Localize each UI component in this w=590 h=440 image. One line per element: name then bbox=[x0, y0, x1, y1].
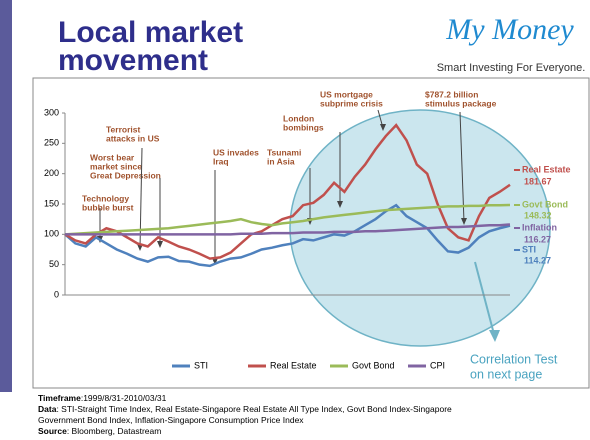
series-line bbox=[64, 203, 511, 268]
legend-label: STI bbox=[194, 360, 208, 370]
annotation-arrowhead bbox=[380, 124, 386, 131]
footer-line: Source: Bloomberg, Datastream bbox=[38, 426, 452, 437]
legend-label: Govt Bond bbox=[352, 360, 395, 370]
note: Correlation Test bbox=[470, 352, 558, 366]
annotation-arrowhead bbox=[212, 258, 218, 265]
annotation: subprime crisis bbox=[320, 98, 383, 108]
footer-key: Timeframe bbox=[38, 393, 81, 403]
footer-text: :1999/8/31-2010/03/31 bbox=[80, 393, 167, 403]
end-label-name: Inflation bbox=[522, 222, 557, 232]
annotation: US mortgage bbox=[320, 89, 373, 99]
note-arrow bbox=[474, 261, 496, 339]
footer-line: Government Bond Index, Inflation-Singapo… bbox=[38, 415, 452, 426]
annotation: Great Depression bbox=[90, 170, 161, 180]
y-tick-label: 100 bbox=[44, 229, 59, 239]
annotation: Terrorist bbox=[106, 124, 140, 134]
annotation-arrow bbox=[139, 147, 143, 249]
annotation: attacks in US bbox=[106, 133, 160, 143]
footer-line: Data: STI-Straight Time Index, Real Esta… bbox=[38, 404, 452, 415]
series-line bbox=[65, 223, 511, 236]
annotation: US invades bbox=[213, 147, 259, 157]
annotation-arrowhead bbox=[461, 218, 467, 225]
y-tick-label: 50 bbox=[49, 259, 59, 269]
end-label-name: Real Estate bbox=[522, 164, 571, 174]
annotation: Iraq bbox=[213, 156, 229, 166]
footer-key: Source bbox=[38, 426, 67, 436]
title-line: movement bbox=[58, 44, 208, 77]
end-label-value: 114.27 bbox=[524, 255, 551, 265]
series-line bbox=[64, 203, 511, 236]
annotation: bombings bbox=[283, 122, 324, 132]
footer-text: : STI-Straight Time Index, Real Estate-S… bbox=[56, 404, 452, 414]
footer-line: Timeframe:1999/8/31-2010/03/31 bbox=[38, 393, 452, 404]
annotation-arrowhead bbox=[157, 241, 163, 248]
series-line bbox=[64, 123, 511, 260]
legend-label: CPI bbox=[430, 360, 445, 370]
annotation: $787.2 billion bbox=[425, 89, 478, 99]
annotation: in Asia bbox=[267, 156, 295, 166]
y-tick-label: 200 bbox=[44, 168, 59, 178]
legend-label: Real Estate bbox=[270, 360, 317, 370]
annotation-arrow bbox=[459, 111, 465, 223]
logo: My Money bbox=[445, 13, 574, 46]
annotation-arrowhead bbox=[337, 201, 343, 208]
chart: Local market movement My Money Smart Inv… bbox=[0, 0, 590, 392]
footer-key: Data bbox=[38, 404, 57, 414]
footer: Timeframe:1999/8/31-2010/03/31 Data: STI-… bbox=[38, 393, 452, 437]
footer-text: : Bloomberg, Datastream bbox=[66, 426, 162, 436]
y-tick-label: 300 bbox=[44, 107, 59, 117]
side-bar bbox=[0, 0, 12, 392]
annotation: Tsunami bbox=[267, 147, 301, 157]
end-label-value: 148.32 bbox=[524, 210, 552, 220]
y-tick-label: 250 bbox=[44, 138, 59, 148]
chart-frame bbox=[32, 77, 590, 389]
footer-text: Government Bond Index, Inflation-Singapo… bbox=[38, 415, 304, 425]
end-label-name: Govt Bond bbox=[522, 199, 568, 209]
end-label-name: STI bbox=[522, 244, 536, 254]
y-tick-label: 0 bbox=[54, 289, 59, 299]
annotation: stimulus package bbox=[425, 98, 497, 108]
end-label-value: 116.27 bbox=[524, 234, 551, 244]
title-line: Local market bbox=[58, 16, 243, 49]
annotation: Technology bbox=[82, 193, 129, 203]
annotation: London bbox=[283, 113, 314, 123]
end-label-value: 181.67 bbox=[524, 176, 552, 186]
annotation: market since bbox=[90, 161, 142, 171]
note-arrowhead bbox=[489, 330, 500, 342]
tagline: Smart Investing For Everyone. bbox=[437, 62, 586, 74]
annotation: bubble burst bbox=[82, 202, 134, 212]
annotation: Worst bear bbox=[90, 152, 135, 162]
y-tick-label: 150 bbox=[44, 198, 59, 208]
note: on next page bbox=[470, 367, 542, 381]
